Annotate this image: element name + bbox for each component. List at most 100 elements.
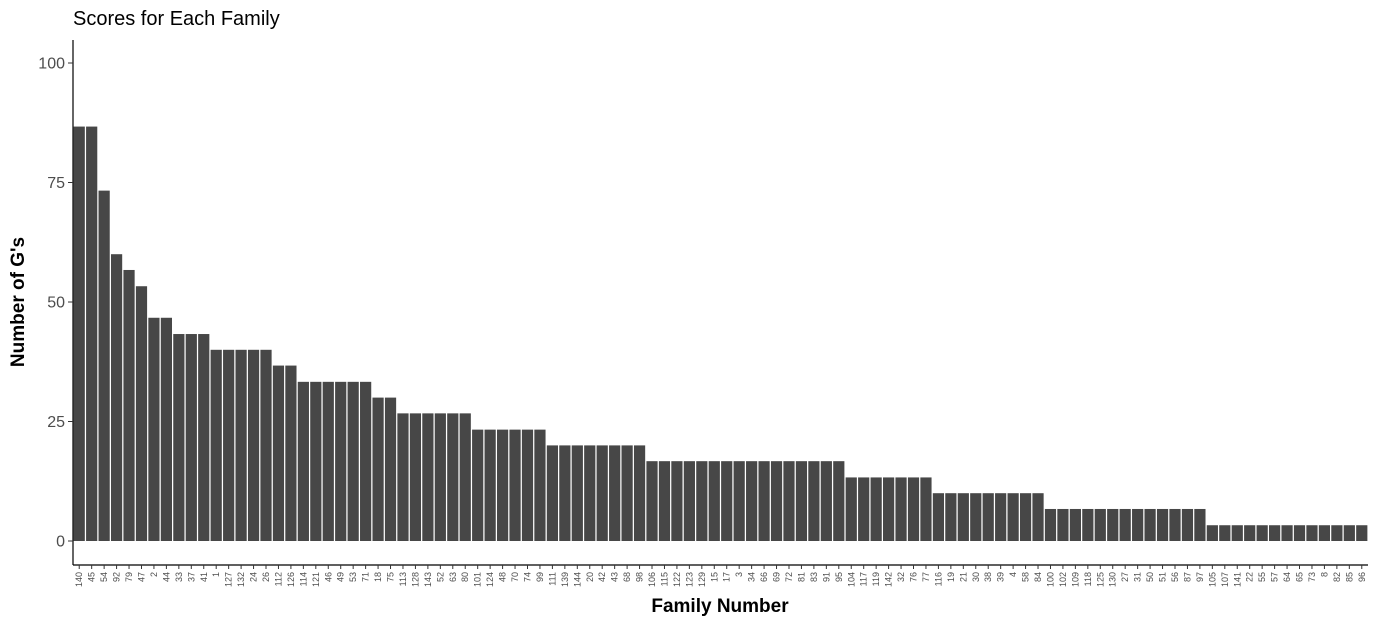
x-tick-label-37: 37 xyxy=(186,572,196,582)
x-tick-label-109: 109 xyxy=(1070,572,1080,587)
x-tick-label-42: 42 xyxy=(597,572,607,582)
y-tick-label: 75 xyxy=(47,175,65,192)
x-tick-label-107: 107 xyxy=(1220,572,1230,587)
bar-44 xyxy=(160,317,172,541)
bar-19 xyxy=(945,493,957,541)
x-tick-label-142: 142 xyxy=(884,572,894,587)
x-tick-label-104: 104 xyxy=(846,572,856,587)
bar-123 xyxy=(683,461,695,541)
x-tick-label-84: 84 xyxy=(1033,572,1043,582)
x-tick-label-82: 82 xyxy=(1332,572,1342,582)
bar-130 xyxy=(1107,508,1119,541)
x-tick-label-64: 64 xyxy=(1282,572,1292,582)
x-tick-label-69: 69 xyxy=(772,572,782,582)
x-tick-label-123: 123 xyxy=(684,572,694,587)
x-tick-label-125: 125 xyxy=(1095,572,1105,587)
bar-47 xyxy=(135,286,148,541)
x-tick-label-139: 139 xyxy=(560,572,570,587)
x-tick-label-17: 17 xyxy=(722,572,732,582)
bar-58 xyxy=(1019,493,1032,541)
bar-45 xyxy=(86,126,98,541)
bar-124 xyxy=(484,429,496,541)
x-tick-label-96: 96 xyxy=(1357,572,1367,582)
x-tick-label-118: 118 xyxy=(1083,572,1093,586)
x-tick-label-79: 79 xyxy=(124,572,134,582)
bar-115 xyxy=(658,461,671,541)
x-tick-label-74: 74 xyxy=(523,572,533,582)
x-tick-label-3: 3 xyxy=(734,572,744,577)
x-tick-label-43: 43 xyxy=(610,572,620,582)
x-tick-label-49: 49 xyxy=(336,572,346,582)
bar-54 xyxy=(98,190,110,541)
bar-81 xyxy=(795,461,808,541)
bar-121 xyxy=(310,381,322,541)
bar-128 xyxy=(409,413,422,541)
bar-27 xyxy=(1119,508,1131,541)
bar-92 xyxy=(110,254,123,541)
bar-3 xyxy=(733,461,745,541)
x-tick-label-99: 99 xyxy=(535,572,545,582)
bar-112 xyxy=(272,365,285,541)
bar-83 xyxy=(808,461,820,541)
x-axis-title: Family Number xyxy=(651,596,789,617)
x-tick-label-111: 111 xyxy=(547,572,557,586)
x-tick-label-38: 38 xyxy=(983,572,993,582)
bar-56 xyxy=(1169,508,1181,541)
x-tick-label-72: 72 xyxy=(784,572,794,582)
bar-43 xyxy=(609,445,621,541)
bar-71 xyxy=(360,381,372,541)
x-tick-label-34: 34 xyxy=(747,572,757,582)
x-tick-label-63: 63 xyxy=(448,572,458,582)
x-tick-label-68: 68 xyxy=(622,572,632,582)
bar-113 xyxy=(397,413,409,541)
x-tick-label-87: 87 xyxy=(1182,572,1192,582)
bar-50 xyxy=(1144,508,1156,541)
x-tick-label-48: 48 xyxy=(498,572,508,582)
x-tick-label-144: 144 xyxy=(572,572,582,587)
bar-41 xyxy=(198,334,210,541)
x-tick-label-75: 75 xyxy=(386,572,396,582)
x-tick-label-92: 92 xyxy=(112,572,122,582)
x-tick-label-73: 73 xyxy=(1307,572,1317,582)
x-tick-label-65: 65 xyxy=(1295,572,1305,582)
bar-96 xyxy=(1356,525,1368,541)
x-tick-label-41: 41 xyxy=(199,572,209,582)
x-tick-label-32: 32 xyxy=(896,572,906,582)
x-tick-label-66: 66 xyxy=(759,572,769,582)
x-tick-label-26: 26 xyxy=(261,572,271,582)
x-tick-label-47: 47 xyxy=(136,572,146,582)
bar-99 xyxy=(534,429,546,541)
y-tick-label: 50 xyxy=(47,295,65,312)
x-tick-label-15: 15 xyxy=(709,572,719,582)
bar-141 xyxy=(1231,525,1243,541)
bar-31 xyxy=(1132,508,1144,541)
x-tick-label-33: 33 xyxy=(174,572,184,582)
bar-39 xyxy=(995,493,1007,541)
bar-76 xyxy=(907,477,920,541)
x-tick-label-2: 2 xyxy=(149,572,159,577)
x-tick-label-77: 77 xyxy=(921,572,931,582)
x-tick-label-24: 24 xyxy=(249,572,259,582)
x-tick-label-101: 101 xyxy=(473,572,483,587)
bar-105 xyxy=(1206,525,1218,541)
bar-116 xyxy=(932,493,945,541)
x-tick-label-70: 70 xyxy=(510,572,520,582)
bar-24 xyxy=(247,349,260,541)
x-tick-label-51: 51 xyxy=(1158,572,1168,582)
bar-37 xyxy=(185,334,197,541)
bar-46 xyxy=(322,381,334,541)
bar-48 xyxy=(496,429,509,541)
x-tick-label-128: 128 xyxy=(410,572,420,587)
x-tick-label-112: 112 xyxy=(273,572,283,586)
bar-80 xyxy=(459,413,471,541)
bar-73 xyxy=(1306,525,1318,541)
bar-8 xyxy=(1318,525,1331,541)
bar-143 xyxy=(422,413,434,541)
x-tick-label-52: 52 xyxy=(435,572,445,582)
x-tick-label-114: 114 xyxy=(298,572,308,586)
x-tick-label-8: 8 xyxy=(1319,572,1329,577)
x-tick-label-44: 44 xyxy=(161,572,171,582)
x-tick-label-113: 113 xyxy=(398,572,408,586)
x-tick-label-140: 140 xyxy=(74,572,84,587)
x-tick-label-115: 115 xyxy=(659,572,669,586)
